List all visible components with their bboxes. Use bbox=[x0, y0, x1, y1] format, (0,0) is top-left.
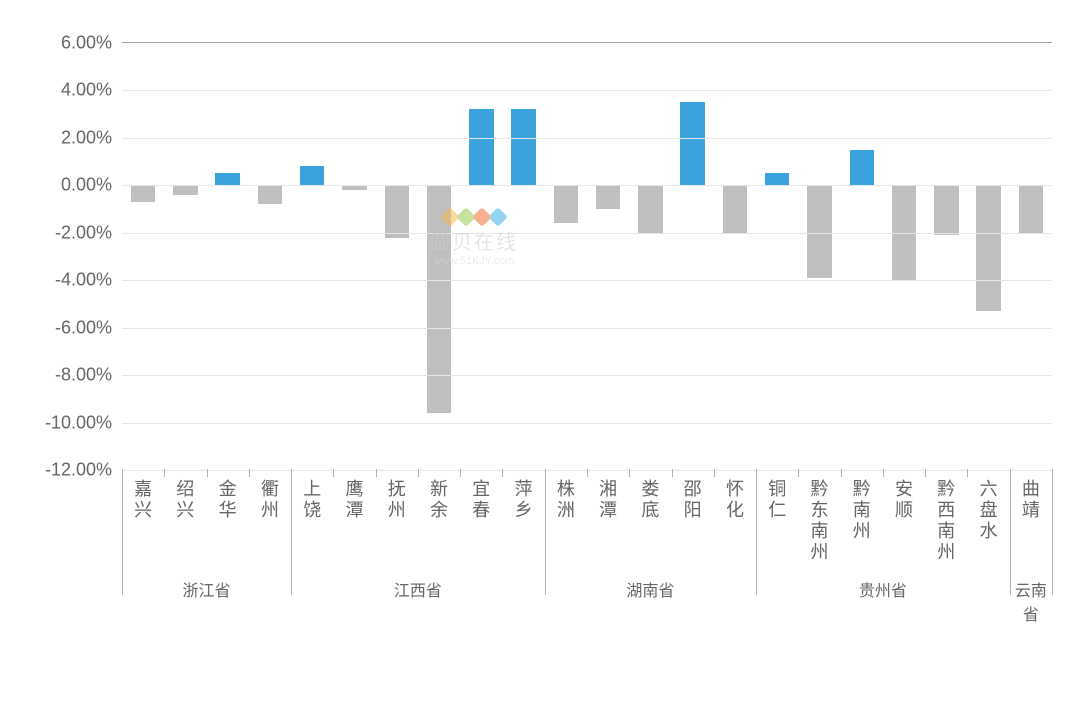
x-tick bbox=[460, 469, 461, 477]
x-tick bbox=[545, 469, 546, 477]
x-axis-category-label: 株 洲 bbox=[545, 479, 587, 521]
plot-area: 6.00%4.00%2.00%0.00%-2.00%-4.00%-6.00%-8… bbox=[122, 42, 1052, 469]
x-tick bbox=[376, 469, 377, 477]
bar bbox=[765, 173, 790, 185]
x-axis-category-label: 安 顺 bbox=[883, 479, 925, 521]
x-tick bbox=[672, 469, 673, 477]
bar bbox=[469, 109, 494, 185]
bar bbox=[511, 109, 536, 185]
x-axis-category-label: 曲 靖 bbox=[1010, 479, 1052, 521]
x-axis-category-label: 娄 底 bbox=[629, 479, 671, 521]
x-tick bbox=[291, 469, 292, 477]
y-axis-tick-label: -4.00% bbox=[55, 270, 122, 291]
bar bbox=[258, 185, 283, 204]
bar bbox=[596, 185, 621, 209]
bar bbox=[1019, 185, 1044, 232]
y-axis-tick-label: 6.00% bbox=[61, 33, 122, 54]
bar bbox=[131, 185, 156, 202]
x-tick bbox=[1052, 469, 1053, 477]
bar bbox=[850, 150, 875, 186]
bar bbox=[680, 102, 705, 185]
x-axis-category-label: 怀 化 bbox=[714, 479, 756, 521]
x-axis-category-label: 宜 春 bbox=[460, 479, 502, 521]
x-tick bbox=[756, 469, 757, 477]
x-axis-category-label: 湘 潭 bbox=[587, 479, 629, 521]
y-axis-tick-label: -2.00% bbox=[55, 222, 122, 243]
gridline bbox=[122, 138, 1052, 139]
x-axis-category-label: 黔 西 南 州 bbox=[925, 479, 967, 563]
gridline bbox=[122, 185, 1052, 186]
province-group-label: 浙江省 bbox=[122, 577, 291, 601]
x-tick bbox=[249, 469, 250, 477]
percentage-bar-chart: 6.00% 4.00% 2.00% 0.00% -2.00% -4.00% -6.00% -8… bbox=[0, 0, 1080, 703]
bars-layer bbox=[122, 43, 1052, 469]
bar bbox=[427, 185, 452, 413]
x-axis-category-label: 六 盘 水 bbox=[967, 479, 1009, 542]
bar bbox=[173, 185, 198, 194]
y-axis-tick-label: -10.00% bbox=[45, 412, 122, 433]
gridline bbox=[122, 280, 1052, 281]
group-tick bbox=[1052, 477, 1053, 595]
x-tick bbox=[883, 469, 884, 477]
x-axis-category-label: 萍 乡 bbox=[502, 479, 544, 521]
gridline bbox=[122, 375, 1052, 376]
x-tick bbox=[587, 469, 588, 477]
bar bbox=[215, 173, 240, 185]
bar bbox=[723, 185, 748, 232]
bar bbox=[638, 185, 663, 232]
x-axis-category-label: 绍 兴 bbox=[164, 479, 206, 521]
x-axis-category-label: 嘉 兴 bbox=[122, 479, 164, 521]
bar bbox=[934, 185, 959, 235]
x-axis-category-label: 鹰 潭 bbox=[333, 479, 375, 521]
x-axis-category-label: 抚 州 bbox=[376, 479, 418, 521]
x-tick bbox=[164, 469, 165, 477]
gridline bbox=[122, 90, 1052, 91]
province-group-label: 湖南省 bbox=[545, 577, 756, 601]
x-axis-category-label: 黔 东 南 州 bbox=[798, 479, 840, 563]
province-group-label: 贵州省 bbox=[756, 577, 1010, 601]
x-tick bbox=[629, 469, 630, 477]
y-axis-tick-label: 2.00% bbox=[61, 127, 122, 148]
x-axis-category-label: 衢 州 bbox=[249, 479, 291, 521]
x-axis-category-label: 新 余 bbox=[418, 479, 460, 521]
x-tick bbox=[798, 469, 799, 477]
x-tick bbox=[207, 469, 208, 477]
x-tick bbox=[925, 469, 926, 477]
x-axis-category-label: 金 华 bbox=[207, 479, 249, 521]
x-axis-category-label: 邵 阳 bbox=[672, 479, 714, 521]
x-tick bbox=[418, 469, 419, 477]
gridline bbox=[122, 233, 1052, 234]
x-tick bbox=[967, 469, 968, 477]
bar bbox=[976, 185, 1001, 311]
x-tick bbox=[841, 469, 842, 477]
bar bbox=[807, 185, 832, 278]
x-axis-category-label: 上 饶 bbox=[291, 479, 333, 521]
x-tick bbox=[333, 469, 334, 477]
bar bbox=[300, 166, 325, 185]
x-axis-category-label: 铜 仁 bbox=[756, 479, 798, 521]
x-tick bbox=[714, 469, 715, 477]
y-axis-tick-label: -12.00% bbox=[45, 460, 122, 481]
y-axis-tick-label: -8.00% bbox=[55, 365, 122, 386]
province-group-label: 云南省 bbox=[1010, 577, 1052, 625]
y-axis-tick-label: -6.00% bbox=[55, 317, 122, 338]
province-group-label: 江西省 bbox=[291, 577, 545, 601]
gridline bbox=[122, 328, 1052, 329]
x-tick bbox=[122, 469, 123, 477]
y-axis-tick-label: 0.00% bbox=[61, 175, 122, 196]
x-tick bbox=[1010, 469, 1011, 477]
gridline bbox=[122, 423, 1052, 424]
bar bbox=[385, 185, 410, 237]
x-tick bbox=[502, 469, 503, 477]
bar bbox=[554, 185, 579, 223]
x-axis-category-label: 黔 南 州 bbox=[841, 479, 883, 542]
y-axis-tick-label: 4.00% bbox=[61, 80, 122, 101]
